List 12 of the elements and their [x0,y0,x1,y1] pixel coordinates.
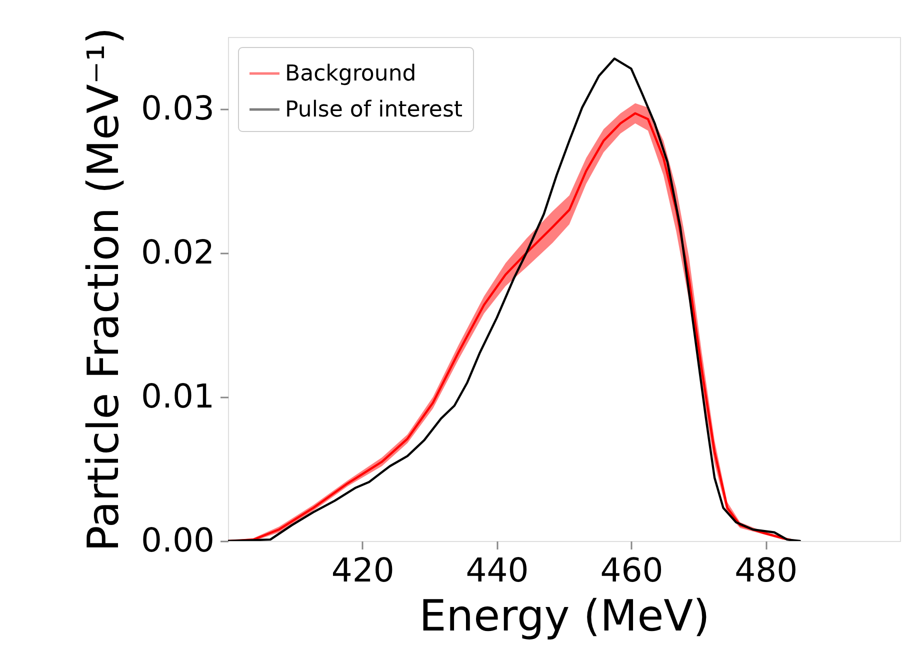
legend-label: Background [285,62,416,86]
y-tick-label: 0.01 [141,376,214,416]
y-axis-title: Particle Fraction (MeV⁻¹) [79,27,130,552]
x-tick-label: 420 [331,550,394,590]
y-tick-label: 0.02 [141,232,214,272]
x-axis-title: Energy (MeV) [419,592,710,642]
x-tick-label: 460 [600,550,664,590]
legend-label: Pulse of interest [285,98,463,122]
x-tick-label: 440 [466,550,529,590]
x-tick-label: 480 [734,550,798,590]
y-tick-label: 0.03 [141,88,214,128]
y-tick-label: 0.00 [141,520,214,560]
